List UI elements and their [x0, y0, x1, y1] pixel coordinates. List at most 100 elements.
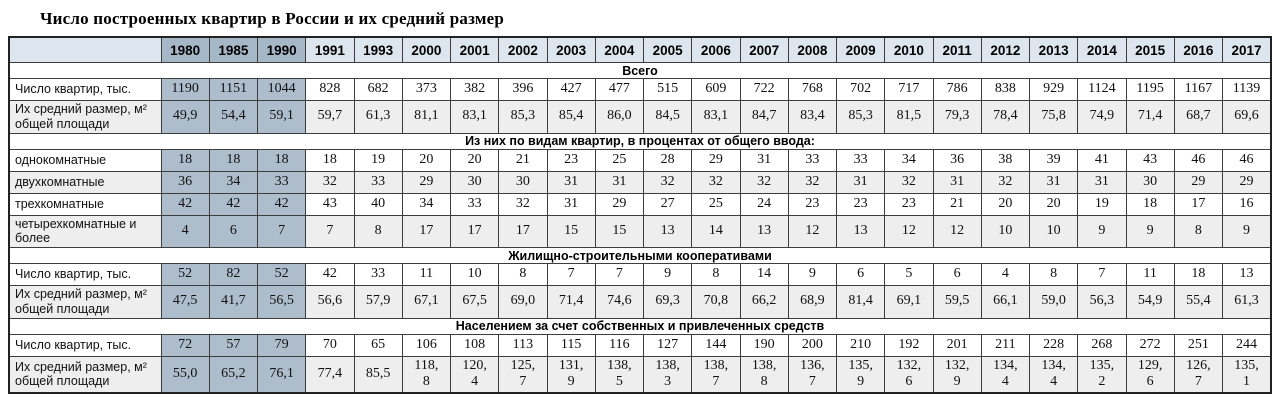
- value-cell: 33: [256, 170, 307, 194]
- value-cell: 17: [498, 214, 548, 248]
- year-header-2004: 2004: [594, 36, 645, 63]
- value-cell: 65,2: [208, 355, 259, 394]
- value-cell: 10: [980, 214, 1031, 248]
- year-header-1985: 1985: [208, 36, 259, 63]
- row-label: четырехкомнатные и более: [8, 214, 162, 248]
- value-cell: 427: [546, 78, 596, 101]
- value-cell: 75,8: [1028, 100, 1079, 134]
- value-cell: 30: [1125, 170, 1175, 194]
- value-cell: 29: [401, 170, 452, 194]
- value-cell: 66,2: [739, 285, 789, 319]
- year-header-2011: 2011: [932, 36, 982, 63]
- table-row: трехкомнатные 42 42 42 43 40 34 33 32 31 29 27 25 24 2…: [8, 192, 1272, 216]
- value-cell: 1167: [1173, 78, 1224, 101]
- table-row: Их средний размер, м² общей площади 47,5 4…: [8, 285, 1272, 319]
- value-cell: 20: [980, 192, 1031, 216]
- value-cell: 55,4: [1173, 285, 1224, 319]
- year-header-2013: 2013: [1028, 36, 1079, 63]
- value-cell: 25: [691, 192, 741, 216]
- value-cell: 25: [594, 148, 645, 172]
- value-cell: 138, 3: [642, 355, 693, 394]
- value-cell: 32: [739, 170, 789, 194]
- value-cell: 71,4: [1125, 100, 1175, 134]
- value-cell: 8: [1028, 263, 1079, 286]
- value-cell: 717: [884, 78, 934, 101]
- value-cell: 67,5: [449, 285, 500, 319]
- value-cell: 85,4: [546, 100, 596, 134]
- table-header: 1980 1985 1990 1991 1993 2000 2001 2002 2003 2004…: [8, 36, 1272, 63]
- value-cell: 68,9: [787, 285, 838, 319]
- value-cell: 702: [835, 78, 886, 101]
- value-cell: 17: [449, 214, 500, 248]
- value-cell: 28: [642, 148, 693, 172]
- value-cell: 31: [835, 170, 886, 194]
- value-cell: 86,0: [594, 100, 645, 134]
- year-header-2000: 2000: [401, 36, 452, 63]
- year-header-2012: 2012: [980, 36, 1031, 63]
- value-cell: 74,6: [594, 285, 645, 319]
- value-cell: 13: [739, 214, 789, 248]
- year-header-2003: 2003: [546, 36, 596, 63]
- value-cell: 192: [884, 333, 934, 357]
- value-cell: 55,0: [160, 355, 210, 394]
- value-cell: 251: [1173, 333, 1224, 357]
- value-cell: 17: [1173, 192, 1224, 216]
- value-cell: 70: [305, 333, 355, 357]
- value-cell: 38: [980, 148, 1031, 172]
- value-cell: 9: [787, 263, 838, 286]
- value-cell: 828: [305, 78, 355, 101]
- value-cell: 83,4: [787, 100, 838, 134]
- value-cell: 12: [932, 214, 982, 248]
- year-header-2007: 2007: [739, 36, 789, 63]
- value-cell: 200: [787, 333, 838, 357]
- value-cell: 9: [1077, 214, 1127, 248]
- value-cell: 4: [980, 263, 1031, 286]
- value-cell: 56,6: [305, 285, 355, 319]
- year-header-1993: 1993: [353, 36, 403, 63]
- value-cell: 929: [1028, 78, 1079, 101]
- row-label: Число квартир, тыс.: [8, 333, 162, 357]
- value-cell: 32: [787, 170, 838, 194]
- value-cell: 11: [1125, 263, 1175, 286]
- value-cell: 138, 7: [691, 355, 741, 394]
- year-header-2001: 2001: [449, 36, 500, 63]
- value-cell: 120, 4: [449, 355, 500, 394]
- value-cell: 49,9: [160, 100, 210, 134]
- row-label: Их средний размер, м² общей площади: [8, 285, 162, 319]
- value-cell: 10: [1028, 214, 1079, 248]
- year-header-2009: 2009: [835, 36, 886, 63]
- value-cell: 6: [932, 263, 982, 286]
- section-header-row: Всего: [8, 62, 1272, 79]
- value-cell: 85,3: [835, 100, 886, 134]
- value-cell: 19: [1077, 192, 1127, 216]
- row-label: Число квартир, тыс.: [8, 263, 162, 286]
- value-cell: 8: [498, 263, 548, 286]
- value-cell: 1190: [160, 78, 210, 101]
- year-header-2017: 2017: [1222, 36, 1272, 63]
- value-cell: 31: [932, 170, 982, 194]
- value-cell: 29: [1222, 170, 1272, 194]
- row-label: однокомнатные: [8, 148, 162, 172]
- value-cell: 118, 8: [401, 355, 452, 394]
- value-cell: 21: [932, 192, 982, 216]
- value-cell: 609: [691, 78, 741, 101]
- value-cell: 125, 7: [498, 355, 548, 394]
- value-cell: 31: [546, 192, 596, 216]
- value-cell: 69,1: [884, 285, 934, 319]
- value-cell: 1124: [1077, 78, 1127, 101]
- table-body: Всего Число квартир, тыс. 1190 1151 1044 828 6…: [8, 62, 1272, 394]
- value-cell: 43: [305, 192, 355, 216]
- value-cell: 20: [449, 148, 500, 172]
- value-cell: 115: [546, 333, 596, 357]
- value-cell: 7: [594, 263, 645, 286]
- page: Число построенных квартир в России и их …: [0, 9, 1280, 395]
- value-cell: 135, 9: [835, 355, 886, 394]
- value-cell: 29: [691, 148, 741, 172]
- value-cell: 85,3: [498, 100, 548, 134]
- value-cell: 7: [305, 214, 355, 248]
- year-header-2008: 2008: [787, 36, 838, 63]
- value-cell: 31: [546, 170, 596, 194]
- section-header: Жилищно-строительными кооперативами: [8, 247, 1272, 264]
- section-header-row: Населением за счет собственных и привлеч…: [8, 317, 1272, 335]
- value-cell: 32: [691, 170, 741, 194]
